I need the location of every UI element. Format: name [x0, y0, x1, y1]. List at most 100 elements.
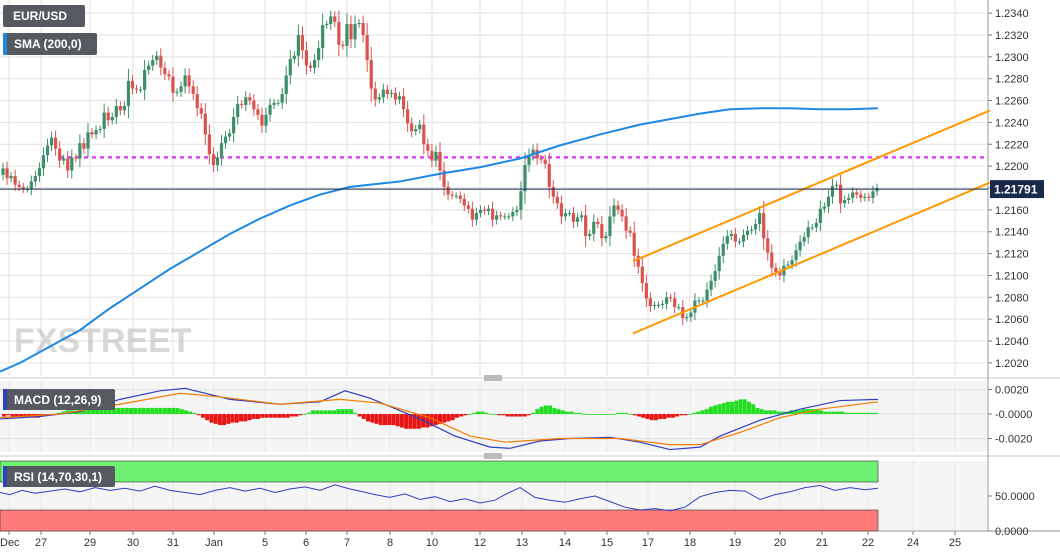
macd-hist-bar-positive	[814, 409, 819, 415]
macd-hist-bar-positive	[560, 410, 565, 415]
candle-body	[325, 24, 329, 26]
candle	[499, 211, 503, 221]
candle-body	[822, 206, 826, 209]
candle	[859, 190, 863, 203]
macd-hist-bar-positive	[323, 410, 328, 415]
macd-hist-bar-positive	[488, 414, 493, 415]
candle	[215, 151, 220, 172]
macd-hist-bar-negative	[387, 414, 392, 426]
price-axis-tick-label: 1.2160	[995, 205, 1029, 217]
candle	[110, 112, 114, 125]
macd-axis-tick-label: -0.0020	[995, 434, 1032, 446]
current-price-badge: 1.21791	[990, 180, 1044, 199]
candle	[66, 151, 70, 178]
candle-body	[236, 103, 240, 117]
time-axis-tick-label: 13	[516, 537, 528, 549]
macd-hist-bar-positive	[844, 412, 849, 415]
candle	[624, 208, 628, 239]
candle-body	[697, 300, 701, 302]
macd-hist-bar-positive	[607, 414, 612, 415]
price-axis-tick-label: 1.2320	[995, 30, 1029, 42]
macd-hist-bar-negative	[251, 414, 256, 419]
candle-body	[163, 67, 167, 75]
macd-badge[interactable]: MACD (12,26,9)	[3, 389, 115, 410]
macd-hist-bar-negative	[666, 414, 671, 418]
sma-badge[interactable]: SMA (200,0)	[3, 33, 97, 55]
time-axis-tick-label: 27	[35, 537, 47, 549]
macd-hist-bar-positive	[61, 411, 66, 415]
candle-body	[660, 303, 665, 305]
candle	[616, 200, 620, 215]
candle-body	[664, 297, 669, 304]
candle-body	[264, 114, 268, 126]
candle-body	[486, 208, 491, 211]
candle-body	[539, 158, 543, 160]
candle-body	[677, 307, 681, 309]
candle	[749, 225, 754, 235]
candle	[341, 41, 345, 50]
candle	[126, 68, 131, 119]
candle-body	[567, 213, 572, 215]
candle	[863, 193, 867, 202]
candle	[664, 291, 669, 310]
candle	[855, 188, 859, 199]
macd-hist-bar-positive	[145, 407, 150, 415]
macd-hist-bar-negative	[222, 414, 227, 426]
candle	[21, 182, 25, 194]
candle-body	[58, 148, 62, 161]
candle	[349, 15, 353, 48]
rsi-badge[interactable]: RSI (14,70,30,1)	[3, 466, 115, 487]
macd-hist-bar-positive	[86, 409, 91, 415]
candle	[628, 226, 632, 237]
candle	[847, 193, 851, 205]
candle-body	[393, 92, 398, 100]
candle-body	[430, 150, 434, 161]
candle-body	[82, 143, 86, 149]
resize-handle[interactable]	[484, 375, 502, 381]
candle-body	[535, 149, 539, 159]
candle-body	[215, 157, 220, 166]
candle-body	[110, 116, 114, 121]
candle	[503, 213, 507, 220]
symbol-badge[interactable]: EUR/USD	[3, 5, 85, 27]
time-axis-tick-label: 10	[426, 537, 438, 549]
candle-body	[499, 215, 503, 217]
candle-body	[401, 96, 406, 110]
candle	[381, 83, 385, 104]
candle-body	[685, 316, 689, 319]
candle-body	[790, 260, 794, 265]
candle-body	[183, 75, 187, 87]
candle-body	[503, 216, 507, 218]
candle-body	[219, 143, 224, 158]
candle-body	[806, 227, 810, 238]
candle-body	[41, 155, 46, 169]
macd-hist-bar-negative	[501, 414, 506, 416]
candle-body	[62, 158, 66, 161]
macd-hist-bar-negative	[213, 414, 218, 424]
candle	[86, 123, 90, 158]
macd-hist-bar-positive	[573, 412, 578, 415]
candle	[717, 247, 721, 280]
candle	[822, 202, 826, 213]
macd-hist-bar-positive	[150, 407, 155, 415]
resize-handle[interactable]	[484, 453, 502, 459]
candle	[244, 91, 248, 111]
macd-hist-bar-negative	[10, 414, 15, 417]
macd-hist-bar-positive	[708, 406, 713, 415]
candle	[519, 181, 523, 220]
candle	[321, 13, 325, 60]
macd-hist-bar-negative	[675, 414, 680, 417]
macd-hist-bar-negative	[395, 414, 400, 427]
candle-body	[454, 195, 458, 197]
candle-body	[49, 137, 54, 146]
candle-body	[628, 230, 632, 233]
time-axis-tick-label: Jan	[205, 537, 223, 549]
time-axis-tick-label: 31	[167, 537, 179, 549]
candle	[130, 74, 135, 95]
candle-body	[98, 128, 102, 131]
candle	[90, 128, 94, 139]
macd-hist-bar-negative	[281, 414, 286, 418]
candle	[37, 162, 42, 182]
candle-body	[580, 215, 584, 218]
candle	[713, 264, 717, 288]
